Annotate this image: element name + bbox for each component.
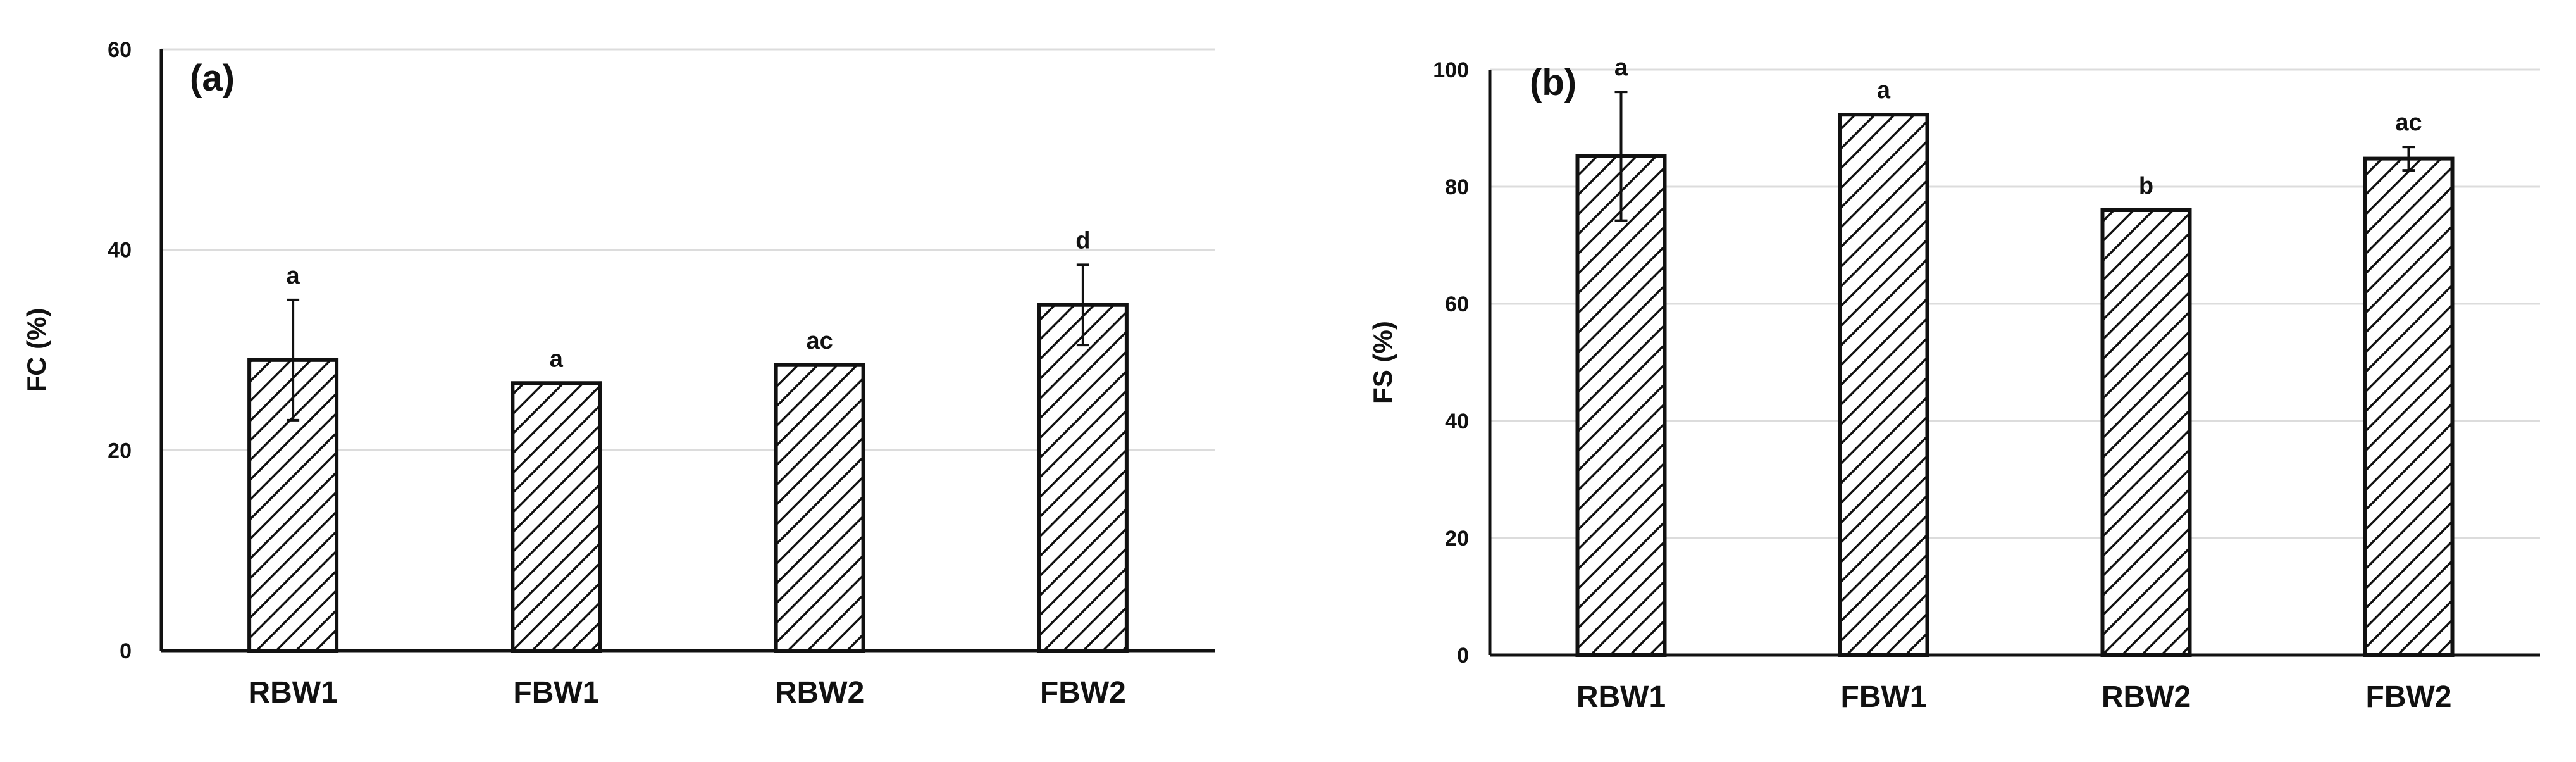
significance-letter: a: [550, 346, 564, 372]
x-tick-label-fbw2: FBW2: [1040, 676, 1126, 709]
x-tick-label-fbw2: FBW2: [2366, 680, 2452, 714]
significance-letter: a: [287, 263, 300, 289]
chart-panel-b: 0 20 40 60 80 100 FS (%) (b) a RBW1 a FBW1 b RBW2 ac FB…: [1368, 54, 2540, 714]
y-tick-label: 40: [1445, 409, 1469, 434]
bar-rbw2: [774, 363, 865, 653]
x-tick-label-fbw1: FBW1: [1841, 680, 1927, 714]
significance-letter: a: [1877, 77, 1891, 104]
significance-letter: d: [1075, 227, 1090, 254]
bar-rbw1: [1575, 154, 1667, 657]
x-tick-label-rbw2: RBW2: [2102, 680, 2191, 714]
y-tick-label: 0: [120, 639, 132, 663]
bar-rbw2: [2100, 208, 2192, 657]
bar-fbw2: [1037, 303, 1129, 653]
x-tick-label-rbw2: RBW2: [775, 676, 864, 709]
x-tick-label-rbw1: RBW1: [248, 676, 337, 709]
bar-fbw1: [511, 381, 602, 653]
y-tick-label: 60: [1445, 292, 1469, 316]
y-tick-label: 20: [1445, 527, 1469, 551]
y-axis-title: FS (%): [1368, 321, 1397, 404]
panel-label: (b): [1530, 62, 1576, 103]
bar-fbw2: [2363, 156, 2455, 658]
significance-letter: b: [2139, 173, 2153, 199]
y-tick-label: 80: [1445, 175, 1469, 199]
y-tick-label: 40: [108, 239, 132, 263]
y-tick-label: 20: [108, 439, 132, 463]
x-tick-label-fbw1: FBW1: [513, 676, 599, 709]
panel-label: (a): [190, 58, 235, 99]
y-tick-label: 60: [108, 38, 132, 62]
significance-letter: ac: [2395, 109, 2422, 136]
significance-letter: ac: [806, 328, 833, 354]
chart-panel-a: 0 20 40 60 FC (%) (a) a RBW1 a FBW1 ac RBW2 d FBW2: [22, 38, 1215, 709]
y-tick-label: 100: [1433, 58, 1469, 82]
y-tick-label: 0: [1457, 644, 1469, 668]
y-axis-title: FC (%): [22, 308, 51, 392]
bar-fbw1: [1838, 113, 1929, 658]
significance-letter: a: [1614, 54, 1628, 81]
x-tick-label-rbw1: RBW1: [1576, 680, 1666, 714]
